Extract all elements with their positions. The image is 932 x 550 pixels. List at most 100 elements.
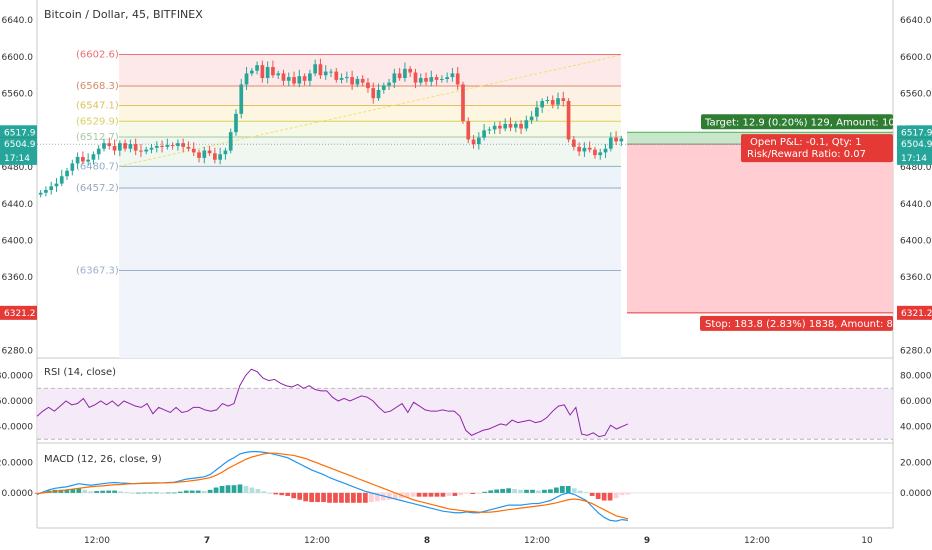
candle-body	[223, 150, 228, 155]
candle-body	[149, 147, 154, 150]
macd-histogram-bar	[452, 492, 458, 496]
price-label-right	[897, 137, 932, 152]
candle-body	[271, 67, 275, 76]
macd-histogram-bar	[315, 492, 320, 503]
macd-histogram-bar	[82, 489, 88, 493]
rsi-label: RSI (14, close)	[44, 367, 117, 378]
candle-body	[598, 152, 603, 156]
candle-body	[112, 145, 117, 151]
time-tick-label: 8	[424, 536, 430, 546]
macd-histogram-bar	[362, 492, 368, 503]
chart-title: Bitcoin / Dollar, 45, BITFINEX	[44, 8, 203, 21]
candle-body	[429, 77, 434, 82]
macd-histogram-bar	[536, 490, 541, 493]
macd-histogram-bar	[482, 491, 488, 493]
fib-level-label: (6512.7)	[76, 132, 119, 143]
candle-body	[487, 129, 492, 131]
time-tick-label: 12:00	[304, 536, 330, 546]
fib-level-label: (6602.6)	[76, 50, 119, 61]
candle-body	[498, 125, 502, 129]
macd-histogram-bar	[177, 491, 183, 493]
candle-body	[292, 77, 296, 84]
fib-level-label: (6367.3)	[76, 266, 119, 277]
candle-body	[540, 100, 545, 108]
y-tick-label-left: 6360.0	[2, 273, 34, 283]
fib-zone	[119, 270, 621, 358]
rsi-tick-right: 80.0000	[900, 372, 932, 382]
candle-body	[249, 70, 254, 74]
candle-body	[582, 147, 587, 152]
candle-body	[577, 146, 581, 152]
candle-body	[91, 154, 96, 160]
rsi-tick-right: 40.0000	[900, 422, 932, 432]
macd-histogram-bar	[625, 492, 631, 495]
y-tick-label-right: 6400.0	[900, 237, 932, 247]
macd-histogram-bar	[351, 492, 356, 503]
price-label-text-right: 6504.9	[901, 140, 932, 150]
candle-body	[218, 154, 222, 160]
candle-body	[556, 98, 560, 105]
macd-histogram-bar	[380, 492, 386, 501]
macd-histogram-bar	[130, 492, 135, 494]
macd-histogram-bar	[118, 491, 123, 493]
macd-histogram-bar	[422, 492, 428, 497]
macd-histogram-bar	[297, 492, 303, 500]
stop-label-box	[700, 315, 893, 331]
price-label-left	[0, 137, 37, 152]
macd-histogram-bar	[76, 488, 82, 493]
macd-histogram-bar	[201, 490, 207, 493]
candle-body	[228, 132, 233, 151]
candle-body	[344, 77, 349, 79]
position-rr-text: Risk/Reward Ratio: 0.07	[747, 149, 866, 160]
fib-level-label: (6457.2)	[76, 183, 119, 194]
macd-histogram-bar	[219, 486, 225, 493]
macd-histogram-bar	[64, 489, 70, 493]
macd-histogram-bar	[548, 489, 553, 493]
macd-histogram-bar	[619, 492, 625, 496]
candle-body	[381, 85, 386, 90]
fib-level-label: (6529.9)	[76, 116, 119, 127]
macd-histogram-bar	[339, 492, 344, 503]
price-label-text-left: 17:14	[4, 154, 30, 164]
candle-body	[323, 71, 328, 76]
y-tick-label-left: 6280.0	[2, 347, 34, 357]
candle-body	[550, 100, 555, 105]
price-label-right	[897, 125, 932, 140]
y-tick-label-right: 6600.0	[900, 53, 932, 63]
candle-body	[81, 156, 85, 162]
candle-body	[38, 192, 43, 195]
macd-histogram-bar	[100, 490, 106, 493]
macd-histogram-bar	[142, 492, 147, 494]
macd-histogram-bar	[542, 489, 547, 493]
candle-body	[355, 78, 360, 85]
macd-histogram-bar	[458, 492, 464, 496]
rsi-tick-left: 80.0000	[0, 372, 33, 382]
macd-histogram-bar	[488, 490, 494, 493]
macd-histogram-bar	[171, 492, 177, 494]
macd-histogram-bar	[565, 486, 571, 493]
fib-zone	[119, 187, 621, 271]
macd-histogram-bar	[58, 489, 64, 493]
macd-histogram-bar	[309, 492, 314, 503]
macd-histogram-bar	[159, 492, 165, 494]
y-tick-label-left: 6640.0	[2, 16, 34, 26]
candle-body	[445, 77, 449, 79]
macd-histogram-bar	[374, 492, 380, 502]
candle-body	[366, 82, 370, 89]
trend-line	[118, 54, 622, 167]
macd-histogram-bar	[553, 487, 559, 493]
candle-body	[107, 143, 112, 146]
candle-body	[308, 73, 312, 81]
macd-histogram-bar	[607, 492, 613, 501]
candle-body	[334, 71, 339, 80]
macd-signal-line	[36, 452, 629, 520]
candle-body	[244, 73, 249, 85]
candle-body	[197, 152, 201, 158]
candle-body	[313, 64, 318, 74]
macd-histogram-bar	[559, 486, 565, 493]
macd-tick-left: 0.0000	[2, 489, 34, 499]
candle-body	[466, 121, 471, 140]
time-tick-label: 10	[861, 536, 873, 546]
macd-histogram-bar	[386, 492, 392, 500]
